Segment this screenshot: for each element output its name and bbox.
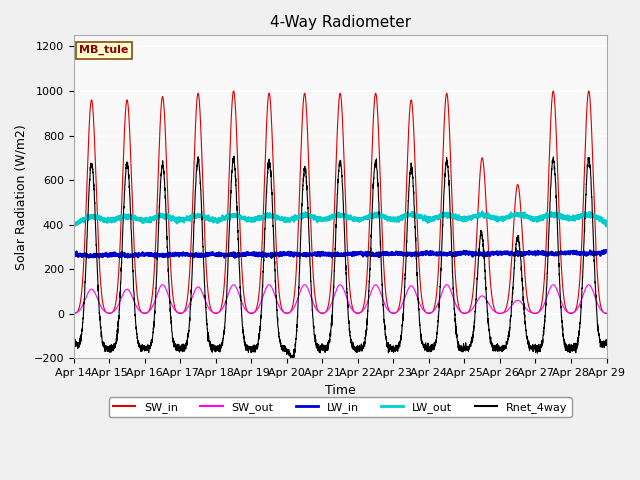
Rnet_4way <box>603 343 611 348</box>
Line: LW_in: LW_in <box>74 250 607 258</box>
SW_out <box>430 308 438 313</box>
SW_in <box>320 310 328 316</box>
X-axis label: Time: Time <box>324 384 355 396</box>
LW_in <box>321 252 328 257</box>
LW_out <box>603 218 611 224</box>
LW_in <box>460 249 467 255</box>
LW_out <box>70 221 77 227</box>
LW_out <box>166 215 173 221</box>
LW_in <box>490 252 497 258</box>
Rnet_4way <box>602 338 610 344</box>
SW_in <box>460 311 467 316</box>
Line: LW_out: LW_out <box>74 212 607 226</box>
LW_out <box>602 219 610 225</box>
Line: SW_in: SW_in <box>74 91 607 313</box>
SW_in <box>602 311 610 316</box>
Text: MB_tule: MB_tule <box>79 45 129 55</box>
SW_out <box>166 296 173 301</box>
Title: 4-Way Radiometer: 4-Way Radiometer <box>269 15 411 30</box>
LW_in <box>430 252 438 257</box>
LW_out <box>320 217 328 223</box>
SW_in <box>603 311 611 316</box>
Line: SW_out: SW_out <box>74 285 607 313</box>
LW_in <box>603 247 611 253</box>
SW_in <box>166 240 173 246</box>
SW_in <box>585 88 593 94</box>
Rnet_4way <box>490 342 498 348</box>
SW_out <box>585 282 593 288</box>
SW_out <box>70 311 77 316</box>
Y-axis label: Solar Radiation (W/m2): Solar Radiation (W/m2) <box>15 124 28 270</box>
Rnet_4way <box>460 341 467 347</box>
Rnet_4way <box>321 345 328 350</box>
LW_in <box>166 252 173 257</box>
Rnet_4way <box>230 153 237 159</box>
Rnet_4way <box>166 292 173 298</box>
LW_in <box>602 249 610 255</box>
LW_in <box>70 252 77 257</box>
SW_out <box>602 310 610 316</box>
LW_out <box>602 223 610 229</box>
LW_out <box>460 217 467 223</box>
SW_in <box>430 306 438 312</box>
SW_out <box>460 310 467 316</box>
LW_out <box>479 209 486 215</box>
SW_in <box>70 311 77 316</box>
Rnet_4way <box>430 344 438 349</box>
Line: Rnet_4way: Rnet_4way <box>74 156 607 358</box>
LW_in <box>268 255 275 261</box>
Rnet_4way <box>287 355 294 361</box>
Legend: SW_in, SW_out, LW_in, LW_out, Rnet_4way: SW_in, SW_out, LW_in, LW_out, Rnet_4way <box>109 397 572 417</box>
LW_out <box>430 217 438 223</box>
SW_out <box>320 310 328 315</box>
Rnet_4way <box>70 341 77 347</box>
SW_in <box>490 303 497 309</box>
LW_out <box>490 215 497 221</box>
SW_out <box>490 308 497 313</box>
SW_out <box>603 311 611 316</box>
